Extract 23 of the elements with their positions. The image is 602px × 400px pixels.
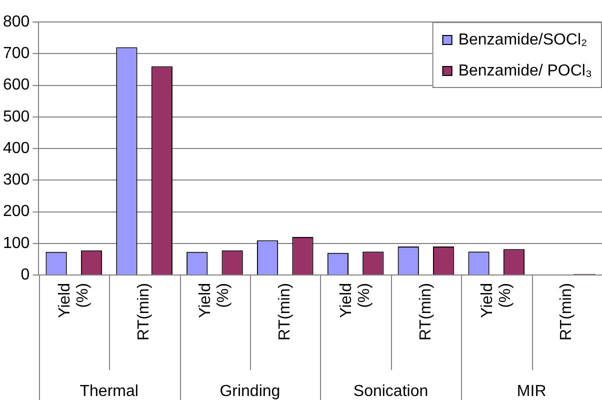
text: Thermal <box>80 383 138 400</box>
legend-label: Benzamide/SOCl₂ <box>458 31 588 48</box>
x-tick-label: RT(min) <box>276 283 294 340</box>
legend-label: Benzamide/ POCl₃ <box>458 62 592 80</box>
y-tick-label: 700 <box>2 45 30 62</box>
x-tick-label: Yield (%) <box>197 283 232 318</box>
y-tick-label: 100 <box>2 234 30 252</box>
x-tick-label: Yield (%) <box>478 283 514 318</box>
y-tick-label: 400 <box>2 140 30 157</box>
y-tick-label: 600 <box>2 76 30 94</box>
text: Sonication <box>353 383 428 400</box>
x-tick-label: Yield (%) <box>338 283 373 318</box>
y-tick-label: 800 <box>2 13 30 30</box>
x-tick-label: RT(min) <box>558 283 576 340</box>
y-tick-label: 0 <box>20 266 30 284</box>
y-tick-label: 200 <box>2 203 30 220</box>
x-tick-label: Yield (%) <box>56 283 92 318</box>
x-tick-label: RT(min) <box>417 283 434 340</box>
y-tick-label: 500 <box>2 108 30 126</box>
x-tick-label: RT(min) <box>136 283 153 340</box>
text: MIR <box>516 383 546 400</box>
y-tick-label: 300 <box>2 172 30 189</box>
text: Grinding <box>220 383 280 400</box>
